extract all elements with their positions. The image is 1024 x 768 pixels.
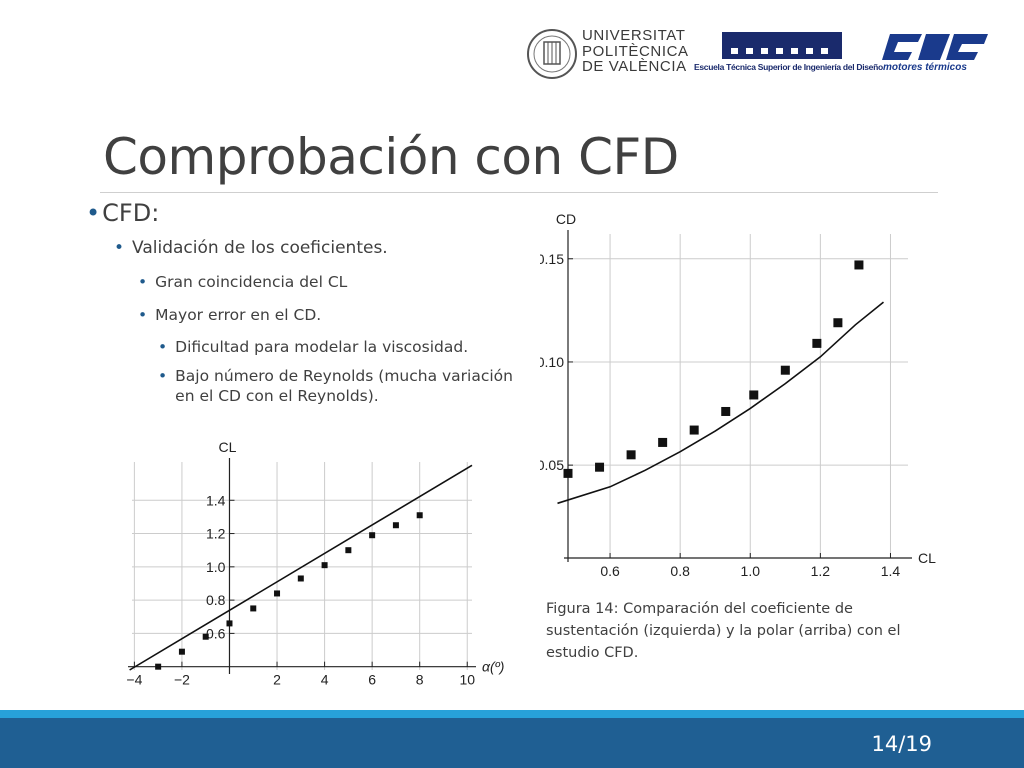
cfd-data-point	[178, 648, 185, 655]
cfd-data-point	[155, 663, 162, 670]
y-axis-label: CD	[556, 211, 576, 227]
bullet-text: Validación de los coeficientes.	[132, 238, 388, 258]
cfd-data-point	[833, 318, 843, 328]
y-axis-label: CL	[219, 439, 237, 455]
cfd-data-point	[689, 425, 699, 435]
y-tick-label: 0.15	[540, 251, 564, 267]
cfd-data-point	[721, 406, 731, 416]
y-tick-label: 0.6	[206, 625, 226, 641]
y-tick-label: 1.2	[206, 526, 226, 542]
bullet-dot-icon: •	[158, 367, 168, 386]
upv-seal-icon	[527, 29, 577, 79]
bullet-cfd: • CFD:	[86, 198, 536, 228]
bullet-validacion: • Validación de los coeficientes.	[114, 238, 536, 259]
cfd-data-point	[250, 605, 257, 612]
bullet-dificultad: • Dificultad para modelar la viscosidad.	[158, 338, 536, 357]
y-tick-label: 1.4	[206, 492, 226, 508]
cd-polar-chart: 0.6 0.8 1.0 1.2 1.4 0.05 0.10 0.15 CD CL	[540, 211, 936, 579]
cfd-data-point	[854, 260, 864, 270]
bullet-text: Dificultad para modelar la viscosidad.	[175, 338, 469, 356]
x-tick-label: −4	[126, 672, 142, 688]
bullet-dot-icon: •	[86, 199, 101, 227]
header-logos: UNIVERSITAT POLITÈCNICA DE VALÈNCIA Escu…	[526, 26, 996, 84]
bullet-dot-icon: •	[158, 338, 168, 356]
bullet-list: • CFD: • Validación de los coeficientes.…	[86, 198, 536, 416]
y-tick-label: 0.10	[540, 354, 564, 370]
cfd-data-point	[416, 512, 423, 519]
bullet-text: Bajo número de Reynolds (mucha variación…	[175, 367, 513, 405]
bullet-dot-icon: •	[138, 273, 148, 292]
model-series-line	[129, 464, 473, 671]
x-tick-label: 1.4	[881, 563, 901, 579]
x-tick-label: 10	[459, 672, 475, 688]
bullet-text: Gran coincidencia del CL	[155, 273, 348, 292]
etsid-name: Escuela Técnica Superior de Ingeniería d…	[694, 62, 883, 72]
bullet-gran-coincidencia: • Gran coincidencia del CL	[138, 273, 536, 292]
x-axis-label: α(º)	[482, 659, 504, 675]
x-tick-label: 1.2	[811, 563, 831, 579]
cfd-data-point	[563, 468, 573, 478]
bullet-mayor-error: • Mayor error en el CD.	[138, 306, 536, 325]
x-tick-label: −2	[174, 672, 190, 688]
x-tick-label: 0.8	[670, 563, 690, 579]
x-tick-label: 1.0	[741, 563, 761, 579]
cfd-data-point	[345, 547, 352, 554]
footer-bar	[0, 718, 1024, 768]
title-divider	[100, 192, 938, 193]
cfd-data-point	[595, 462, 605, 472]
cfd-data-point	[658, 437, 668, 447]
cfd-data-point	[780, 365, 790, 375]
cfd-data-point	[321, 562, 328, 569]
bullet-reynolds: • Bajo número de Reynolds (mucha variaci…	[158, 367, 518, 406]
cfd-data-point	[626, 450, 636, 460]
y-tick-label: 1.0	[206, 559, 226, 575]
x-tick-label: 8	[416, 672, 424, 688]
cl-alpha-chart: −4 −2 2 4 6 8 10 0.6 0.8 1.0 1.2 1.4 CL α(º)	[126, 439, 504, 688]
bullet-text: Mayor error en el CD.	[155, 305, 322, 324]
bullet-text: CFD:	[102, 199, 160, 227]
page-title: Comprobación con CFD	[103, 128, 679, 186]
cfd-data-point	[392, 522, 399, 529]
y-tick-label: 0.05	[540, 457, 564, 473]
upv-line-1: UNIVERSITAT	[582, 27, 686, 44]
x-tick-label: 6	[368, 672, 376, 688]
footer-accent-band	[0, 710, 1024, 720]
upv-line-3: DE VALÈNCIA	[582, 58, 687, 75]
upv-name: UNIVERSITAT POLITÈCNICA DE VALÈNCIA	[582, 28, 689, 75]
x-axis-label: CL	[918, 550, 936, 566]
model-series-line	[557, 301, 885, 505]
cfd-data-point	[297, 575, 304, 582]
bullet-dot-icon: •	[114, 238, 125, 258]
cmt-logo-icon	[882, 34, 988, 60]
cfd-data-point	[369, 532, 376, 539]
x-tick-label: 4	[321, 672, 329, 688]
cfd-data-point	[226, 620, 233, 627]
x-tick-label: 2	[273, 672, 281, 688]
x-tick-label: 0.6	[600, 563, 620, 579]
logos-graphics	[527, 29, 988, 79]
cfd-data-point	[202, 633, 209, 640]
figure-caption: Figura 14: Comparación del coeficiente d…	[546, 601, 901, 661]
page-number: 14/19	[871, 732, 932, 756]
cfd-data-point	[812, 338, 822, 348]
bullet-dot-icon: •	[138, 305, 148, 324]
etsid-logo-icon	[722, 32, 842, 59]
cfd-data-point	[274, 590, 281, 597]
y-tick-label: 0.8	[206, 592, 226, 608]
upv-line-2: POLITÈCNICA	[582, 42, 689, 60]
cmt-name: motores térmicos	[883, 62, 967, 73]
cfd-data-point	[749, 390, 759, 400]
